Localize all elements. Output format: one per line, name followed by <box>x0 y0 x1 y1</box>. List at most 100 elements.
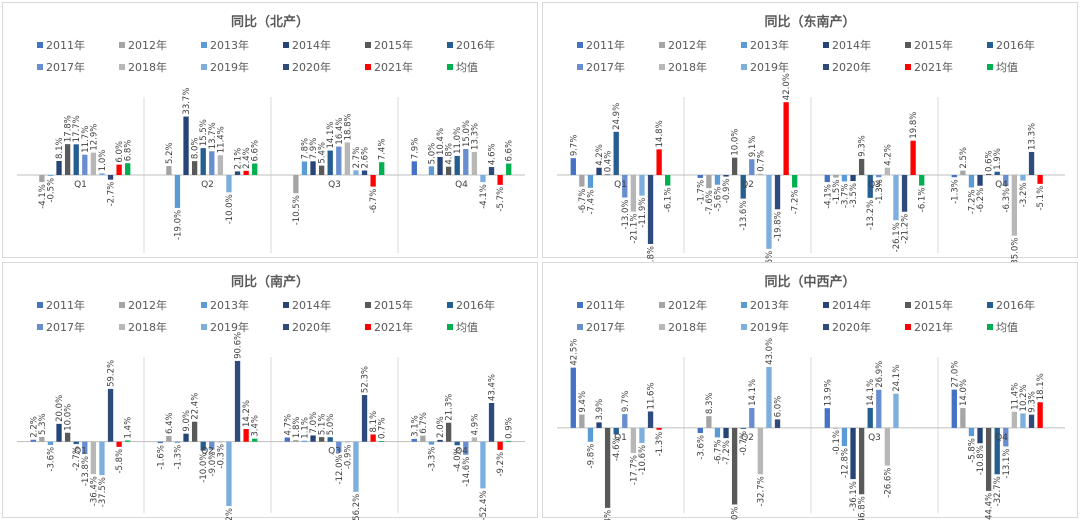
data-label: -3.6% <box>46 447 56 472</box>
bar <box>884 167 891 175</box>
legend-item: 2018年 <box>119 319 167 335</box>
bar <box>639 427 645 443</box>
bar <box>570 367 576 428</box>
data-label: 10.0% <box>731 129 741 156</box>
data-label: 18.8% <box>343 113 353 140</box>
bar <box>723 175 729 177</box>
legend-item: 2021年 <box>365 319 413 335</box>
legend-label: 2015年 <box>374 39 413 52</box>
bar <box>252 163 258 175</box>
legend-item: 2018年 <box>119 59 167 75</box>
legend-item: 2015年 <box>365 297 413 313</box>
legend-item: 2011年 <box>577 297 625 313</box>
bar <box>740 427 746 429</box>
chart-title: 同比（南产） <box>230 275 309 290</box>
data-label: 42.5% <box>569 339 579 366</box>
bar <box>234 171 241 175</box>
legend-swatch <box>283 64 289 70</box>
legend-label: 2011年 <box>46 39 85 52</box>
legend-label: 2019年 <box>750 61 789 74</box>
data-label: -0.9% <box>722 179 732 204</box>
bar <box>217 155 224 175</box>
category-label: Q4 <box>455 180 468 190</box>
data-label: 3.9% <box>595 399 605 421</box>
legend-item: 2012年 <box>659 37 707 53</box>
bar <box>336 146 342 175</box>
data-label: 27.0% <box>950 361 960 388</box>
legend-item: 2012年 <box>659 297 707 313</box>
category-label: Q1 <box>74 447 87 457</box>
data-label: 5.0% <box>427 143 437 165</box>
bar <box>656 149 662 175</box>
legend-label: 2017年 <box>586 321 625 334</box>
data-label: 5.2% <box>165 142 175 164</box>
bar <box>370 175 376 187</box>
data-label: 14.1% <box>326 122 336 149</box>
legend-item: 2015年 <box>905 37 953 53</box>
data-label: 2.0% <box>436 416 446 438</box>
bar <box>570 158 576 175</box>
bar <box>850 427 856 480</box>
legend-label: 2013年 <box>210 299 249 312</box>
data-label: -35.0% <box>1010 238 1020 268</box>
bar <box>613 131 619 175</box>
chart-plot: 9.7%-6.7%-7.4%4.2%0.4%24.9%-13.0%-21.1%-… <box>557 73 1065 281</box>
data-label: -5.8% <box>967 438 977 463</box>
bar <box>39 175 45 183</box>
data-label: -10.5% <box>292 195 302 225</box>
legend-swatch <box>987 42 993 48</box>
bar <box>977 175 983 186</box>
bar <box>166 165 172 175</box>
legend-swatch <box>447 64 453 70</box>
data-label: 4.2% <box>883 144 893 166</box>
legend-swatch <box>741 302 747 308</box>
data-label: -10.0% <box>225 194 235 224</box>
data-label: -56.2% <box>352 494 362 520</box>
bar <box>73 441 79 445</box>
data-label: 14.1% <box>748 379 758 406</box>
data-label: 1.8% <box>292 416 302 438</box>
bar <box>639 175 645 196</box>
bar <box>1011 411 1018 428</box>
bar <box>506 163 512 175</box>
data-label: 2.7% <box>352 147 362 169</box>
legend-swatch <box>201 64 207 70</box>
data-label: -21.2% <box>901 214 911 244</box>
data-label: -1.3% <box>950 179 960 204</box>
bar <box>985 173 992 175</box>
legend-swatch <box>283 302 289 308</box>
bar <box>919 175 925 186</box>
category-label: Q2 <box>201 447 214 457</box>
legend-item: 2013年 <box>741 37 789 53</box>
legend-swatch <box>741 64 747 70</box>
legend-swatch <box>905 64 911 70</box>
data-label: 6.4% <box>165 412 175 434</box>
legend-swatch <box>905 324 911 330</box>
legend-swatch <box>447 324 453 330</box>
bar <box>579 175 585 187</box>
bar <box>723 427 729 439</box>
bar <box>731 427 738 505</box>
data-label: 21.3% <box>445 394 455 421</box>
bar <box>90 441 97 475</box>
bar <box>665 175 671 186</box>
legend-swatch <box>447 42 453 48</box>
data-label: -32.7% <box>756 476 766 506</box>
bar <box>411 161 417 175</box>
bar <box>968 427 975 437</box>
legend-item: 2012年 <box>119 297 167 313</box>
bar <box>125 163 131 175</box>
data-label: 9.4% <box>578 391 588 413</box>
data-label: -52.4% <box>479 490 489 520</box>
bar <box>318 437 325 442</box>
bar <box>99 441 105 476</box>
bar <box>39 436 45 442</box>
bar <box>824 175 830 183</box>
data-label: 1.0% <box>98 150 108 172</box>
bar <box>327 437 333 442</box>
data-label: 7.8% <box>300 138 310 160</box>
data-label: -0.7% <box>739 431 749 456</box>
data-label: 0.7% <box>756 150 766 172</box>
data-label: -13.8% <box>81 456 91 486</box>
data-label: -11.9% <box>638 198 648 228</box>
